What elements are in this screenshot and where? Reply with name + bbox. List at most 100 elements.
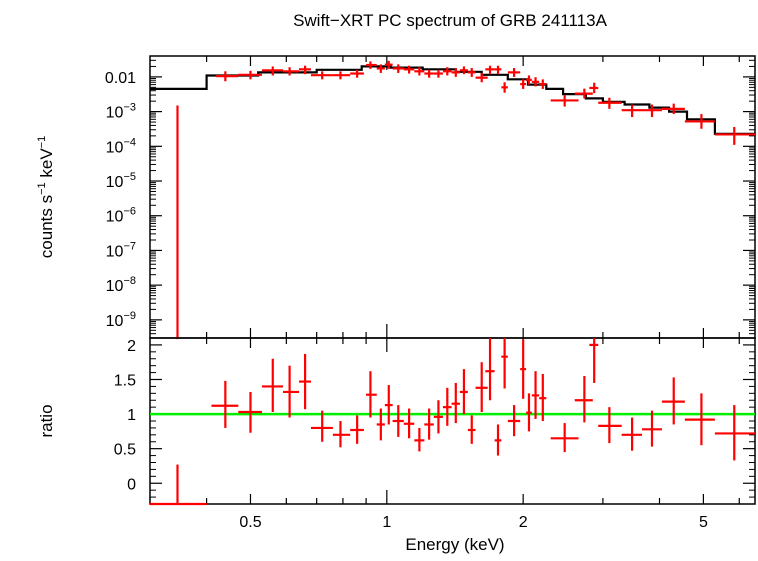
data-point xyxy=(442,67,452,76)
data-point xyxy=(332,71,351,80)
ratio-panel: 0 0.5 1 1.5 2 0.5 1 2 5 ratio Energy (keV) xyxy=(37,337,756,554)
data-point xyxy=(520,79,527,89)
x-tick-label: 2 xyxy=(519,514,528,531)
data-point xyxy=(299,353,311,410)
y-tick-label: 10−3 xyxy=(106,102,136,122)
data-point xyxy=(526,393,532,432)
data-point xyxy=(467,415,476,444)
y-tick-label: 10−5 xyxy=(106,171,136,191)
y-tick-base: 10 xyxy=(106,105,124,122)
data-point xyxy=(621,104,643,117)
y-tick-label: 10−9 xyxy=(106,310,136,330)
data-point xyxy=(494,65,502,75)
data-point xyxy=(283,67,300,76)
y-tick-exponent: −8 xyxy=(123,275,136,287)
y-tick-exponent: −4 xyxy=(123,136,136,148)
data-point xyxy=(485,338,495,401)
data-point xyxy=(376,64,385,73)
y-tick-label: 10−8 xyxy=(106,275,136,295)
data-point xyxy=(332,421,351,448)
data-point xyxy=(261,66,284,76)
data-point xyxy=(366,61,377,69)
model-step-line xyxy=(150,65,755,135)
ylabel-exp-1: −1 xyxy=(36,182,48,195)
ratio-x-axis: 0.5 1 2 5 xyxy=(205,338,740,531)
data-point xyxy=(642,104,662,117)
ratio-y-tick-label: 1.5 xyxy=(114,373,136,390)
ylabel-kev-text: keV xyxy=(37,148,56,183)
data-point xyxy=(424,69,434,78)
spectrum-x-ticks xyxy=(205,56,740,338)
data-point xyxy=(598,407,622,444)
ratio-plot-frame xyxy=(149,337,756,505)
data-point xyxy=(531,371,540,419)
y-tick-exponent: −5 xyxy=(123,171,136,183)
data-point xyxy=(459,369,468,415)
data-point xyxy=(539,79,547,89)
data-point xyxy=(433,69,443,78)
model-curve xyxy=(150,65,755,135)
data-point xyxy=(550,423,579,453)
data-point xyxy=(238,391,262,433)
x-tick-label: 1 xyxy=(382,514,391,531)
y-tick-base: 10 xyxy=(106,209,124,226)
y-tick-exponent: −9 xyxy=(123,310,136,322)
ratio-y-tick-label: 0.5 xyxy=(114,442,136,459)
data-point xyxy=(684,114,715,129)
data-point xyxy=(467,68,476,77)
data-point xyxy=(539,373,547,421)
data-point xyxy=(150,464,207,506)
data-point xyxy=(574,88,593,99)
x-tick-label: 5 xyxy=(699,514,708,531)
y-tick-exponent: −6 xyxy=(123,206,136,218)
x-tick-label: 0.5 xyxy=(239,514,261,531)
y-tick-label: 10−4 xyxy=(106,136,136,156)
data-point xyxy=(403,65,415,74)
spectrum-plot-frame xyxy=(149,55,756,339)
data-point xyxy=(507,68,521,77)
data-point xyxy=(366,371,377,418)
data-point xyxy=(494,424,502,456)
data-point xyxy=(501,82,508,93)
data-point xyxy=(621,417,643,451)
data-point xyxy=(414,67,425,76)
ratio-y-tick-label: 2 xyxy=(127,338,136,355)
data-point xyxy=(211,380,239,428)
y-axis-label-counts: counts s−1 keV−1 xyxy=(36,136,56,258)
data-point xyxy=(310,71,333,80)
data-point xyxy=(350,69,364,78)
ratio-data-points xyxy=(150,338,755,506)
data-point xyxy=(283,365,300,418)
data-point xyxy=(684,393,715,446)
data-point xyxy=(598,97,622,109)
data-point xyxy=(261,358,284,413)
data-point xyxy=(550,95,579,107)
data-point xyxy=(526,75,532,85)
data-point xyxy=(376,408,385,441)
data-point xyxy=(475,72,488,83)
data-point xyxy=(424,408,434,440)
data-point xyxy=(589,82,599,94)
data-point xyxy=(531,77,540,87)
data-point xyxy=(216,71,239,82)
data-point xyxy=(520,339,527,399)
ratio-y-tick-label: 1 xyxy=(127,407,136,424)
y-axis-label-ratio: ratio xyxy=(37,404,56,437)
chart-title: Swift−XRT PC spectrum of GRB 241113A xyxy=(293,11,608,30)
data-point xyxy=(176,105,179,340)
data-point xyxy=(451,382,460,424)
data-point xyxy=(392,64,404,73)
data-point xyxy=(384,385,393,425)
data-point xyxy=(714,405,755,461)
data-point xyxy=(384,60,393,69)
y-tick-exponent: −7 xyxy=(123,240,136,252)
ylabel-counts-text: counts s xyxy=(37,195,56,258)
data-point xyxy=(299,65,311,75)
data-point xyxy=(589,338,599,383)
x-axis-label: Energy (keV) xyxy=(405,535,504,554)
data-point xyxy=(501,338,508,389)
y-tick-exponent: −3 xyxy=(123,102,136,114)
